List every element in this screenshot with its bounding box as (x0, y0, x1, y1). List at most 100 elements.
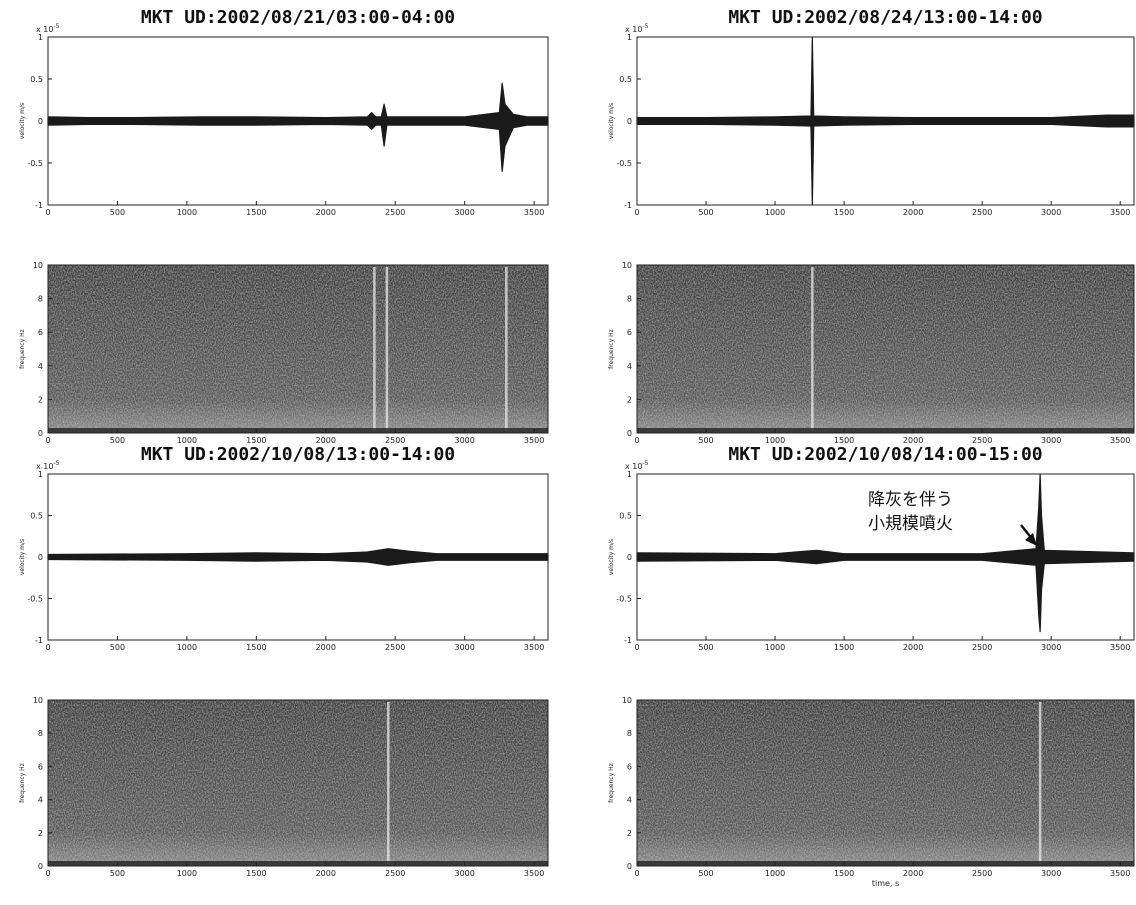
x-tick-label: 3500 (1110, 436, 1130, 445)
y-tick-label: 0.5 (619, 75, 632, 84)
x-tick-label: 2500 (972, 869, 992, 878)
spectrogram-noise (637, 700, 1134, 866)
x-tick-label: 3000 (454, 208, 474, 217)
y-tick-label: 1 (38, 470, 43, 479)
x-axis-label: time, s (872, 879, 899, 888)
multiplier-exponent: -5 (53, 23, 59, 30)
low-frequency-band (637, 861, 1134, 866)
x-tick-label: 500 (110, 208, 125, 217)
y-tick-label: 8 (627, 295, 632, 304)
annotation: 小規模噴火 (868, 514, 953, 534)
y-tick-label: 6 (38, 762, 43, 771)
y-tick-label: 0.5 (619, 512, 632, 521)
y-tick-label: 4 (38, 796, 43, 805)
x-tick-label: 3000 (1041, 643, 1061, 652)
x-tick-label: 3500 (524, 208, 544, 217)
x-tick-label: 3500 (1110, 643, 1130, 652)
annotation-arrowhead (1025, 533, 1037, 546)
y-axis-label: frequency Hz (608, 329, 615, 369)
y-tick-label: 10 (33, 696, 43, 705)
y-tick-label: 0 (38, 862, 43, 871)
x-tick-label: 1000 (177, 208, 197, 217)
x-tick-label: 500 (110, 643, 125, 652)
x-tick-label: 0 (45, 208, 50, 217)
y-tick-label: 4 (38, 362, 43, 371)
x-tick-label: 1000 (765, 208, 785, 217)
y-tick-label: 0 (627, 862, 632, 871)
x-tick-label: 2000 (316, 208, 336, 217)
y-tick-label: 2 (627, 395, 632, 404)
x-tick-label: 500 (110, 436, 125, 445)
x-tick-label: 0 (45, 643, 50, 652)
x-tick-label: 1000 (177, 643, 197, 652)
multiplier-exponent: -5 (642, 460, 648, 467)
y-tick-label: 6 (627, 762, 632, 771)
y-tick-label: -0.5 (616, 159, 632, 168)
y-tick-label: 10 (33, 261, 43, 270)
y-tick-label: 10 (622, 696, 632, 705)
x-tick-label: 3000 (454, 869, 474, 878)
x-tick-label: 2000 (903, 869, 923, 878)
waveform-envelope (48, 121, 548, 171)
y-tick-label: 6 (627, 328, 632, 337)
x-tick-label: 2500 (385, 208, 405, 217)
x-tick-label: 500 (698, 869, 713, 878)
y-tick-label: 1 (38, 33, 43, 42)
y-tick-label: -1 (35, 636, 43, 645)
x-tick-label: 2500 (385, 643, 405, 652)
y-axis-label: frequency Hz (19, 329, 26, 369)
spectrogram-noise (48, 265, 548, 433)
y-tick-label: 0 (627, 429, 632, 438)
annotation: 降灰を伴う (868, 490, 953, 510)
y-tick-label: 8 (627, 729, 632, 738)
x-tick-label: 0 (45, 436, 50, 445)
x-tick-label: 2500 (972, 208, 992, 217)
y-tick-label: 0.5 (30, 75, 43, 84)
x-tick-label: 3000 (454, 643, 474, 652)
y-tick-label: 0 (38, 553, 43, 562)
y-tick-label: 0 (627, 553, 632, 562)
x-tick-label: 1500 (834, 869, 854, 878)
chart-title: MKT UD:2002/10/08/14:00-15:00 (728, 444, 1042, 465)
x-tick-label: 2000 (903, 643, 923, 652)
y-axis-label: frequency Hz (19, 763, 26, 803)
waveform-envelope (637, 557, 1134, 632)
x-tick-label: 1000 (765, 643, 785, 652)
x-tick-label: 2000 (316, 869, 336, 878)
y-tick-label: 6 (38, 328, 43, 337)
x-tick-label: 1500 (834, 208, 854, 217)
x-tick-label: 1500 (246, 643, 266, 652)
waveform-envelope (48, 549, 548, 557)
y-tick-label: 0 (38, 117, 43, 126)
x-tick-label: 3500 (524, 869, 544, 878)
chart-title: MKT UD:2002/10/08/13:00-14:00 (141, 444, 455, 465)
x-tick-label: 0 (634, 208, 639, 217)
waveform-envelope (637, 37, 1134, 121)
y-tick-label: 4 (627, 796, 632, 805)
waveform-envelope (637, 121, 1134, 205)
chart-title: MKT UD:2002/08/21/03:00-04:00 (141, 7, 455, 28)
x-tick-label: 3000 (1041, 869, 1061, 878)
spectrogram-noise (637, 265, 1134, 433)
x-tick-label: 500 (110, 869, 125, 878)
x-tick-label: 3500 (524, 436, 544, 445)
x-tick-label: 0 (634, 869, 639, 878)
x-tick-label: 1500 (246, 869, 266, 878)
y-axis-label: velocity m/s (608, 103, 615, 139)
x-tick-label: 0 (45, 869, 50, 878)
y-tick-label: -0.5 (27, 159, 43, 168)
y-tick-label: 1 (627, 33, 632, 42)
y-tick-label: -0.5 (616, 595, 632, 604)
y-tick-label: 10 (622, 261, 632, 270)
y-tick-label: 0 (38, 429, 43, 438)
x-tick-label: 1000 (177, 869, 197, 878)
y-tick-label: 2 (38, 395, 43, 404)
y-tick-label: 2 (627, 829, 632, 838)
y-axis-label: velocity m/s (19, 539, 26, 575)
y-tick-label: -1 (624, 201, 632, 210)
x-tick-label: 2500 (972, 643, 992, 652)
x-tick-label: 3000 (1041, 436, 1061, 445)
y-tick-label: 1 (627, 470, 632, 479)
y-tick-label: 0 (627, 117, 632, 126)
